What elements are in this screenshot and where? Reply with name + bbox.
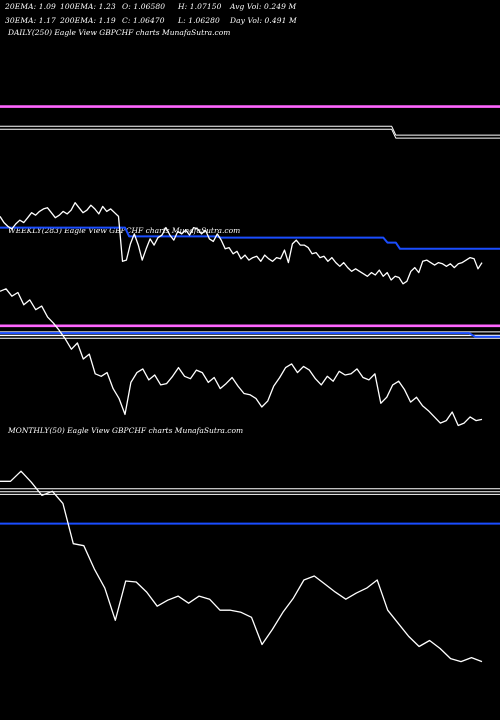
- header-avg-vol: Avg Vol: 0.249 M: [230, 2, 297, 11]
- daily-chart-title: DAILY(250) Eagle View GBPCHF charts Muna…: [8, 28, 231, 37]
- header-ema200: 200EMA: 1.19: [60, 16, 116, 25]
- daily-chart: [0, 105, 500, 285]
- weekly-ema-50-line: [0, 332, 500, 338]
- weekly-chart-title: WEEKLY(283) Eagle View GBPCHF charts Mun…: [8, 226, 241, 235]
- monthly-chart-title: MONTHLY(50) Eagle View GBPCHF charts Mun…: [8, 426, 244, 435]
- monthly-price-line: [0, 470, 483, 663]
- daily-ema-20-line: [0, 226, 500, 250]
- weekly-chart: [0, 288, 500, 427]
- header-day-vol: Day Vol: 0.491 M: [230, 16, 297, 25]
- daily-ema-30-upper-line: [0, 125, 500, 136]
- monthly-chart: [0, 470, 500, 663]
- header-high: H: 1.07150: [178, 2, 222, 11]
- header-close: C: 1.06470: [122, 16, 165, 25]
- header-ema20: 20EMA: 1.09: [5, 2, 56, 11]
- header-ema100: 100EMA: 1.23: [60, 2, 116, 11]
- weekly-price-line: [0, 288, 483, 427]
- header-open: O: 1.06580: [122, 2, 166, 11]
- header-ema30: 30EMA: 1.17: [5, 16, 56, 25]
- daily-price-line: [0, 202, 483, 285]
- header-low: L: 1.06280: [178, 16, 220, 25]
- daily-ema-30-lower-line: [0, 128, 500, 139]
